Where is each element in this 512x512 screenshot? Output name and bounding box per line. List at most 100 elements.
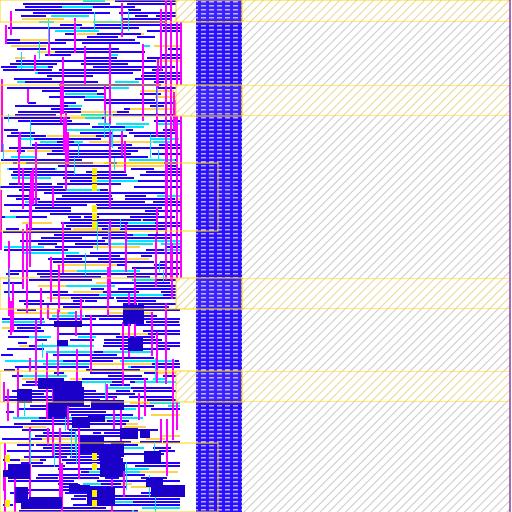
metal2-wire [10, 301, 12, 335]
metal2-wire [40, 288, 42, 324]
metal-strip [143, 72, 180, 74]
metal2-wire [12, 283, 14, 332]
metal-strip [55, 39, 82, 41]
metal2-rail [170, 0, 172, 280]
hatched-row-bands [175, 0, 511, 512]
metal-strip [124, 426, 146, 428]
metal-strip [120, 504, 180, 506]
metal-strip [137, 465, 180, 467]
metal-strip [63, 75, 93, 77]
metal-strip [97, 480, 147, 482]
poly-wire [9, 268, 10, 297]
metal-strip [163, 129, 175, 131]
metal-strip [19, 345, 29, 347]
metal1-block [53, 387, 84, 406]
metal-strip [103, 345, 128, 347]
metal-strip [6, 411, 14, 413]
metal-strip [52, 453, 99, 455]
metal-strip [71, 213, 126, 215]
metal-strip [102, 60, 156, 62]
metal-strip [53, 261, 105, 263]
metal-strip [117, 252, 173, 254]
metal-strip [57, 189, 100, 191]
metal-strip [161, 414, 180, 416]
metal-strip [108, 111, 129, 113]
metal-strip [11, 45, 47, 47]
metal-strip [139, 141, 170, 143]
metal2-wire [113, 397, 115, 429]
metal-strip [162, 435, 180, 437]
metal-strip [84, 99, 151, 101]
metal1-block [87, 487, 115, 506]
metal-strip [69, 468, 102, 470]
metal-strip [2, 318, 44, 320]
metal2-wire [166, 419, 168, 476]
poly-wire [159, 262, 160, 272]
metal-strip [43, 363, 105, 365]
metal-strip [49, 318, 81, 320]
metal-strip [15, 105, 68, 107]
metal-strip [4, 369, 15, 371]
metal1-block [17, 389, 32, 403]
metal-strip [49, 96, 91, 98]
metal-strip [9, 168, 33, 170]
metal-strip [28, 102, 36, 104]
poly-wire [48, 19, 49, 43]
metal-strip [58, 483, 78, 485]
metal2-wire [58, 265, 60, 312]
metal-strip [33, 12, 74, 14]
metal2-wire [29, 358, 31, 372]
metal-strip [70, 180, 102, 182]
metal-strip [138, 303, 169, 305]
metal-strip [38, 201, 101, 203]
metal-strip [55, 30, 99, 32]
metal-strip [105, 393, 113, 395]
metal-strip [35, 339, 47, 341]
metal-strip [69, 507, 106, 509]
metal2-wire [35, 320, 37, 386]
metal-strip [93, 246, 140, 248]
metal-strip [21, 15, 46, 17]
metal1-block [151, 485, 185, 497]
metal-strip [85, 300, 97, 302]
metal-strip [7, 450, 64, 452]
metal-strip [161, 363, 180, 365]
metal-strip [70, 48, 119, 50]
metal-strip [22, 222, 52, 224]
metal-strip [108, 375, 142, 377]
metal-strip [75, 510, 132, 512]
metal-strip [120, 348, 170, 350]
metal-strip [66, 462, 79, 464]
metal-strip [78, 336, 96, 338]
metal-strip [60, 24, 82, 26]
metal-strip [146, 321, 179, 323]
metal2-rail [165, 0, 167, 280]
metal-strip [116, 297, 173, 299]
metal-strip [11, 324, 44, 326]
metal-strip [101, 453, 164, 455]
metal-strip [25, 81, 83, 83]
metal-strip [81, 72, 130, 74]
metal-strip [147, 285, 172, 287]
metal2-wire [47, 428, 49, 445]
metal1-block [29, 497, 62, 508]
metal2-wire [173, 92, 175, 130]
poly-wire [94, 12, 95, 30]
metal2-wire [52, 379, 54, 456]
metal-strip [22, 429, 50, 431]
metal-strip [101, 150, 138, 152]
metal-strip [99, 435, 123, 437]
metal-strip [103, 351, 152, 353]
metal-strip [9, 147, 68, 149]
metal-strip [30, 114, 56, 116]
metal-strip [23, 375, 67, 377]
poly-wire [21, 52, 22, 69]
metal1-block [72, 485, 90, 492]
metal-strip [47, 3, 70, 5]
metal2-wire [63, 117, 65, 152]
metal-strip [12, 390, 73, 392]
metal2-wire [47, 305, 49, 319]
metal-strip [75, 243, 109, 245]
